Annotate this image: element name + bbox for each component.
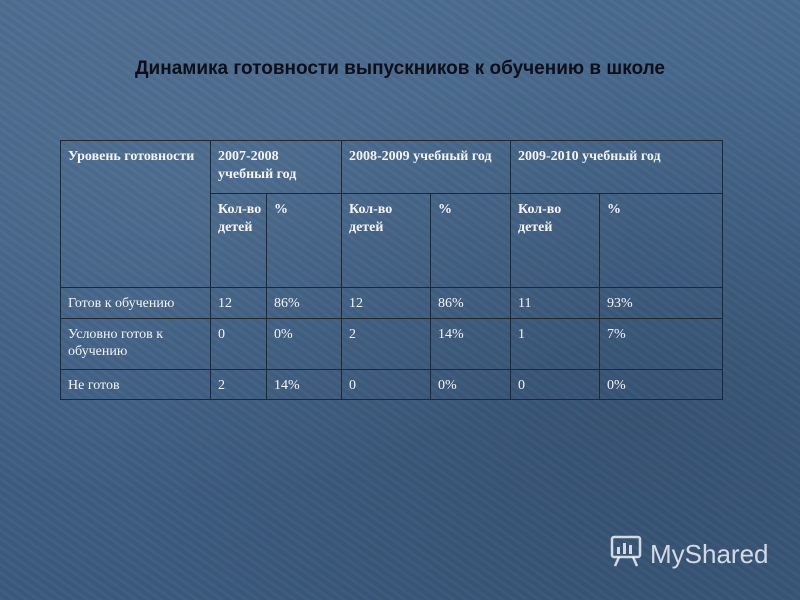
presentation-board-icon [608,533,650,576]
table-cell: 12 [341,287,431,319]
table-subheader-row: Кол-во детей % Кол-во детей % Кол-во дет… [61,193,723,288]
row-label: Не готов [60,368,211,400]
subheader-percent: % [266,193,342,288]
header-year: 2008-2009 учебный год [341,140,511,194]
table-cell: 86% [266,287,342,319]
table-row: Условно готов к обучению 0 0% 2 14% 1 7% [60,317,723,370]
table-cell: 2 [341,317,431,370]
table-header-row: Уровень готовности 2007-2008 учебный год… [60,140,723,288]
table-cell: 0% [430,368,511,400]
table-cell: 93% [599,287,723,319]
table-cell: 11 [510,287,600,319]
row-label: Условно готов к обучению [60,317,211,370]
subheader-count: Кол-во детей [341,193,431,288]
table-row: Не готов 2 14% 0 0% 0 0% [60,368,723,400]
table-row: Готов к обучению 12 86% 12 86% 11 93% [60,287,723,319]
row-label: Готов к обучению [60,287,211,319]
header-level: Уровень готовности [60,140,211,288]
subheader-percent: % [430,193,511,288]
slide-title: Динамика готовности выпускников к обучен… [135,58,665,79]
subheader-count: Кол-во детей [210,193,267,288]
header-year: 2007-2008 учебный год [210,140,342,194]
table-cell: 0% [266,317,342,370]
table-cell: 0 [341,368,431,400]
table-cell: 86% [430,287,511,319]
watermark-text: MyShared [650,538,769,569]
table-cell: 0% [599,368,723,400]
subheader-count: Кол-во детей [510,193,600,288]
readiness-table: Уровень готовности 2007-2008 учебный год… [60,140,723,400]
table-cell: 0 [510,368,600,400]
myshared-logo: MyShared [608,535,769,572]
table-cell: 12 [210,287,267,319]
table-cell: 14% [430,317,511,370]
header-year: 2009-2010 учебный год [510,140,723,194]
table-cell: 0 [210,317,267,370]
subheader-percent: % [599,193,723,288]
table-cell: 1 [510,317,600,370]
table-cell: 14% [266,368,342,400]
table-cell: 7% [599,317,723,370]
table-cell: 2 [210,368,267,400]
